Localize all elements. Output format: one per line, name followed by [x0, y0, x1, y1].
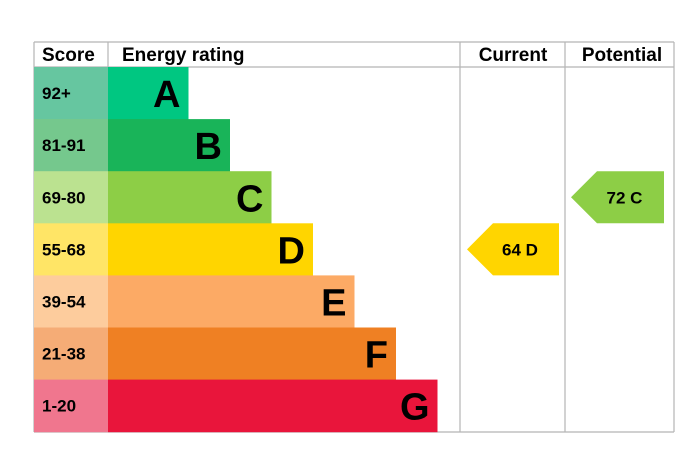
band-score-cell — [34, 223, 108, 276]
band-score-label: 55-68 — [42, 240, 85, 259]
band-bar — [108, 327, 396, 381]
band-g: 1-20 G — [34, 379, 438, 433]
current-header: Current — [479, 45, 548, 66]
band-a: 92+ A — [34, 67, 189, 120]
current-rating: 64 D — [467, 223, 559, 276]
current-rating-arrow — [467, 223, 559, 276]
band-letter: C — [236, 178, 263, 220]
score-header: Score — [42, 45, 95, 66]
band-score-cell — [34, 275, 108, 328]
band-letter: A — [153, 74, 180, 116]
band-f: 21-38 F — [34, 327, 396, 381]
energy-rating-header: Energy rating — [122, 45, 244, 66]
band-bar — [108, 223, 313, 276]
band-score-label: 21-38 — [42, 345, 85, 364]
band-bar — [108, 275, 355, 328]
band-bar — [108, 119, 230, 172]
band-d: 55-68 D — [34, 223, 313, 276]
band-c: 69-80 C — [34, 171, 272, 224]
band-letter: D — [278, 230, 305, 272]
rating-bands: 92+ A 81-91 B 69-80 C 55-68 D 39-54 E 21-38 F 1-20 G — [34, 67, 438, 433]
potential-header: Potential — [582, 45, 662, 66]
band-letter: E — [321, 282, 346, 324]
band-score-cell — [34, 379, 108, 433]
band-e: 39-54 E — [34, 275, 355, 328]
band-b: 81-91 B — [34, 119, 230, 172]
band-score-label: 1-20 — [42, 397, 76, 416]
band-score-label: 92+ — [42, 84, 71, 103]
band-score-cell — [34, 67, 108, 120]
band-score-cell — [34, 327, 108, 381]
column-headers: Score Energy rating Current Potential — [42, 45, 662, 66]
band-score-label: 81-91 — [42, 136, 85, 155]
potential-rating-label: 72 C — [607, 188, 643, 207]
potential-rating-arrow — [571, 171, 664, 224]
band-bar — [108, 67, 189, 120]
potential-rating: 72 C — [571, 171, 664, 224]
band-score-label: 39-54 — [42, 292, 86, 311]
band-letter: B — [195, 126, 222, 168]
band-bar — [108, 171, 272, 224]
rating-indicators: 64 D 72 C — [467, 171, 664, 276]
current-rating-label: 64 D — [502, 240, 538, 259]
band-letter: G — [400, 387, 430, 429]
band-score-cell — [34, 171, 108, 224]
band-score-cell — [34, 119, 108, 172]
band-score-label: 69-80 — [42, 188, 85, 207]
band-letter: F — [365, 335, 388, 377]
band-bar — [108, 379, 438, 433]
